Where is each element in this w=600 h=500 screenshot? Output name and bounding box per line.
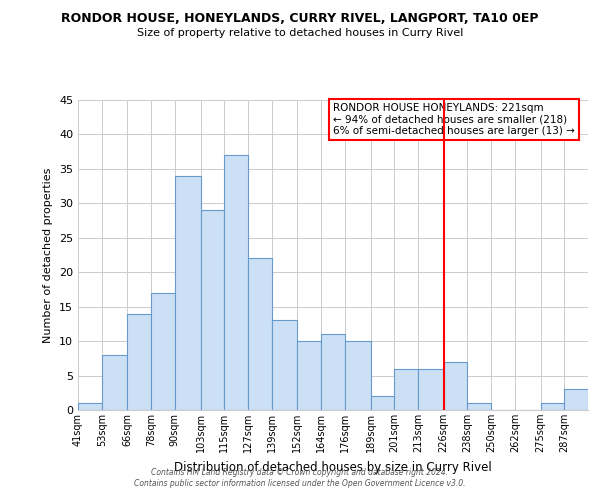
Bar — [443, 362, 467, 410]
Bar — [394, 368, 418, 410]
Bar — [298, 341, 321, 410]
Bar — [345, 341, 371, 410]
Bar — [151, 293, 175, 410]
Bar — [272, 320, 298, 410]
Text: Contains HM Land Registry data © Crown copyright and database right 2024.
Contai: Contains HM Land Registry data © Crown c… — [134, 468, 466, 487]
Text: RONDOR HOUSE HONEYLANDS: 221sqm
← 94% of detached houses are smaller (218)
6% of: RONDOR HOUSE HONEYLANDS: 221sqm ← 94% of… — [333, 103, 575, 136]
Bar — [248, 258, 272, 410]
Bar — [127, 314, 151, 410]
Bar — [467, 403, 491, 410]
X-axis label: Distribution of detached houses by size in Curry Rivel: Distribution of detached houses by size … — [174, 460, 492, 473]
Bar — [102, 355, 127, 410]
Bar — [224, 155, 248, 410]
Bar — [371, 396, 394, 410]
Bar — [564, 390, 588, 410]
Bar — [78, 403, 102, 410]
Text: RONDOR HOUSE, HONEYLANDS, CURRY RIVEL, LANGPORT, TA10 0EP: RONDOR HOUSE, HONEYLANDS, CURRY RIVEL, L… — [61, 12, 539, 26]
Bar — [418, 368, 443, 410]
Text: Size of property relative to detached houses in Curry Rivel: Size of property relative to detached ho… — [137, 28, 463, 38]
Bar — [541, 403, 564, 410]
Bar — [175, 176, 200, 410]
Bar — [321, 334, 345, 410]
Bar — [200, 210, 224, 410]
Y-axis label: Number of detached properties: Number of detached properties — [43, 168, 53, 342]
